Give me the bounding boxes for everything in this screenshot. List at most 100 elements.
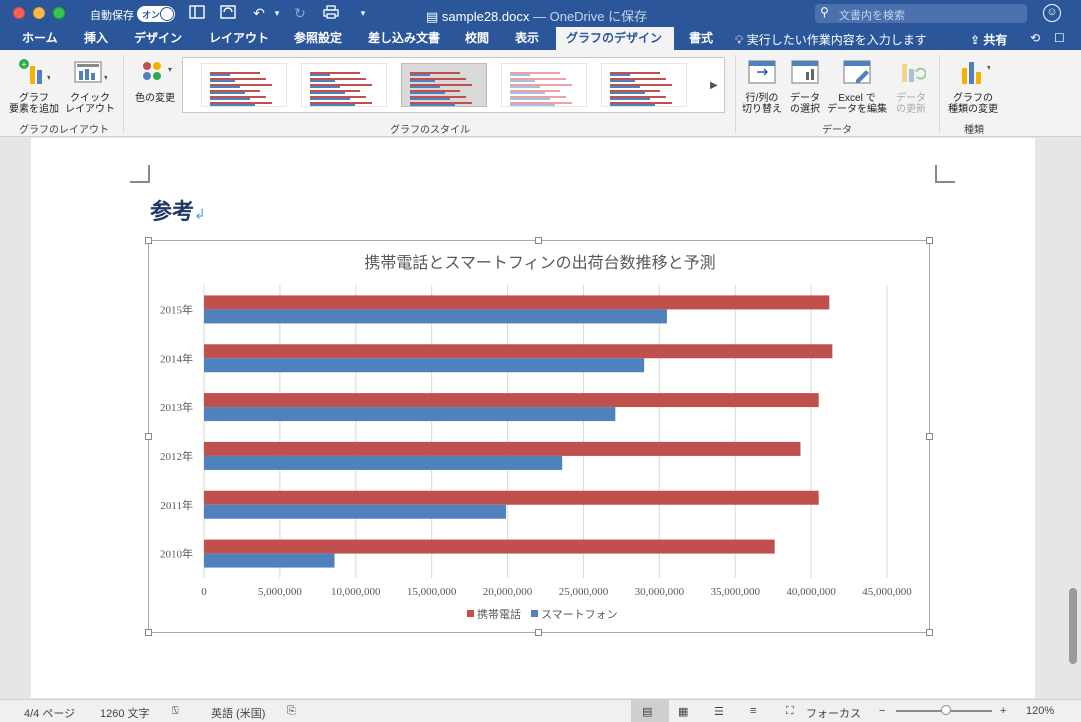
switch-row-column-button[interactable]: 行/列の 切り替え xyxy=(739,58,785,115)
history-icon[interactable]: ⟲ xyxy=(1030,31,1041,45)
chart-style-4[interactable] xyxy=(501,63,587,107)
resize-handle-e[interactable] xyxy=(926,433,933,440)
paragraph-mark-icon: ↲ xyxy=(194,207,206,223)
thumb-bar xyxy=(210,84,272,86)
language-indicator[interactable]: 英語 (米国) xyxy=(211,708,266,720)
chart-style-2[interactable] xyxy=(301,63,387,107)
focus-label[interactable]: フォーカス xyxy=(806,708,861,720)
chevron-down-icon[interactable]: ▾ xyxy=(274,8,280,18)
word-count[interactable]: 1260 文字 xyxy=(100,708,150,720)
thumb-bar xyxy=(310,74,330,76)
change-type-label-1: グラフの xyxy=(953,93,993,104)
close-window-button[interactable] xyxy=(13,7,25,19)
bar-mobile-phone xyxy=(204,344,833,359)
tab-chart-design[interactable]: グラフのデザイン xyxy=(556,27,674,50)
title-bar: 自動保存 オン ↶ ▾ ↻ ▾ ▤ sample28.docx — OneDri… xyxy=(0,0,1081,27)
print-icon[interactable] xyxy=(322,5,340,21)
document-name: sample28.docx xyxy=(441,9,530,24)
thumb-bar xyxy=(610,98,650,100)
document-location: — OneDrive に保存 xyxy=(529,9,648,24)
resize-handle-n[interactable] xyxy=(535,237,542,244)
y-category-label: 2010年 xyxy=(160,547,193,561)
thumb-bar xyxy=(510,80,535,82)
redo-icon[interactable]: ↻ xyxy=(294,5,306,21)
resize-handle-nw[interactable] xyxy=(145,237,152,244)
add-chart-element-button[interactable]: + ▾ グラフ 要素を追加 xyxy=(8,58,60,115)
thumb-bar xyxy=(610,86,640,88)
tab-home[interactable]: ホーム xyxy=(22,31,58,45)
vertical-scrollbar-thumb[interactable] xyxy=(1069,588,1077,664)
share-button[interactable]: ⇪ 共有 xyxy=(970,31,1007,48)
save-icon[interactable] xyxy=(219,5,237,21)
resize-handle-se[interactable] xyxy=(926,629,933,636)
thumb-bar xyxy=(310,80,335,82)
tab-review[interactable]: 校閲 xyxy=(465,31,490,45)
chart-style-1[interactable] xyxy=(201,63,287,107)
print-layout-view-active xyxy=(631,700,669,722)
ribbon-panel: + ▾ グラフ 要素を追加 ▾ クイック レイアウト グラフのレイアウト ▾ 色… xyxy=(0,50,1081,137)
select-data-icon xyxy=(791,60,819,84)
page-count[interactable]: 4/4 ページ xyxy=(24,708,76,720)
margin-crop-mark-right xyxy=(935,165,955,183)
outline-view-icon[interactable]: ☰ xyxy=(714,706,724,718)
tab-insert[interactable]: 挿入 xyxy=(84,31,109,45)
thumb-bar xyxy=(510,104,555,106)
resize-handle-w[interactable] xyxy=(145,433,152,440)
y-category-label: 2013年 xyxy=(160,400,193,414)
feedback-icon[interactable]: ☺ xyxy=(1043,4,1061,22)
tab-mailings[interactable]: 差し込み文書 xyxy=(368,31,441,45)
resize-handle-s[interactable] xyxy=(535,629,542,636)
quick-layout-button[interactable]: ▾ クイック レイアウト xyxy=(64,58,116,115)
chart-object[interactable]: 携帯電話とスマートフィンの出荷台数推移と予測 0 5,000,000 10,000,0… xyxy=(148,240,930,633)
tab-layout[interactable]: レイアウト xyxy=(209,31,270,45)
edit-data-in-excel-button[interactable]: Excel で データを編集 xyxy=(826,58,888,115)
thumb-bar xyxy=(510,90,560,92)
change-colors-button[interactable]: ▾ 色の変更 xyxy=(130,58,180,104)
tab-design[interactable]: デザイン xyxy=(134,31,183,45)
gallery-next-arrow-icon[interactable]: ▶ xyxy=(710,80,718,91)
autosave-toggle[interactable]: オン xyxy=(137,6,175,22)
draft-view-icon[interactable]: ≡ xyxy=(750,705,757,717)
thumb-bar xyxy=(410,78,466,80)
y-category-label: 2011年 xyxy=(160,498,193,512)
zoom-slider-knob[interactable] xyxy=(941,705,951,715)
search-input[interactable]: ⚲ 文書内を検索 xyxy=(815,4,1027,23)
print-layout-view-icon[interactable]: ▤ xyxy=(642,706,653,718)
x-tick-label: 10,000,000 xyxy=(331,586,381,598)
zoom-out-icon[interactable]: − xyxy=(879,705,886,717)
change-chart-type-button[interactable]: ▾ グラフの 種類の変更 xyxy=(945,58,1001,115)
tell-me-box[interactable]: 💡︎ 実行したい作業内容を入力します xyxy=(735,31,927,48)
sidebar-icon[interactable] xyxy=(188,5,206,21)
svg-text:+: + xyxy=(21,60,26,70)
minimize-window-button[interactable] xyxy=(33,7,45,19)
zoom-level[interactable]: 120% xyxy=(1026,705,1055,717)
zoom-in-icon[interactable]: + xyxy=(1000,705,1007,717)
tab-format[interactable]: 書式 xyxy=(689,31,714,45)
resize-handle-ne[interactable] xyxy=(926,237,933,244)
select-data-button[interactable]: データ の選択 xyxy=(784,58,826,115)
tab-view[interactable]: 表示 xyxy=(515,31,540,45)
svg-text:▾: ▾ xyxy=(47,73,50,82)
thumb-bar xyxy=(610,72,660,74)
customize-toolbar-icon[interactable]: ▾ xyxy=(360,8,366,18)
tab-references[interactable]: 参照設定 xyxy=(294,31,343,45)
web-layout-view-icon[interactable]: ▦ xyxy=(678,706,689,718)
proofing-icon[interactable]: ⍂ xyxy=(172,705,179,717)
x-tick-label: 15,000,000 xyxy=(407,586,457,598)
macro-record-icon[interactable]: ⎘ xyxy=(287,705,296,717)
zoom-window-button[interactable] xyxy=(53,7,65,19)
thumb-bar xyxy=(410,74,430,76)
svg-text:▾: ▾ xyxy=(104,73,107,82)
thumb-bar xyxy=(610,80,635,82)
comments-icon[interactable]: ☐ xyxy=(1054,31,1065,45)
document-heading[interactable]: 参考↲ xyxy=(150,194,206,226)
group-label-type: 種類 xyxy=(964,125,984,136)
thumb-bar xyxy=(210,104,255,106)
chart-style-3[interactable] xyxy=(401,63,487,107)
chart-styles-gallery[interactable] xyxy=(182,57,725,113)
focus-icon[interactable]: ⛶ xyxy=(786,705,794,717)
chart-style-5[interactable] xyxy=(601,63,687,107)
undo-icon[interactable]: ↶ xyxy=(253,5,265,21)
ribbon-tabs: ホーム 挿入 デザイン レイアウト 参照設定 差し込み文書 校閲 表示 グラフの… xyxy=(0,27,1081,50)
resize-handle-sw[interactable] xyxy=(145,629,152,636)
